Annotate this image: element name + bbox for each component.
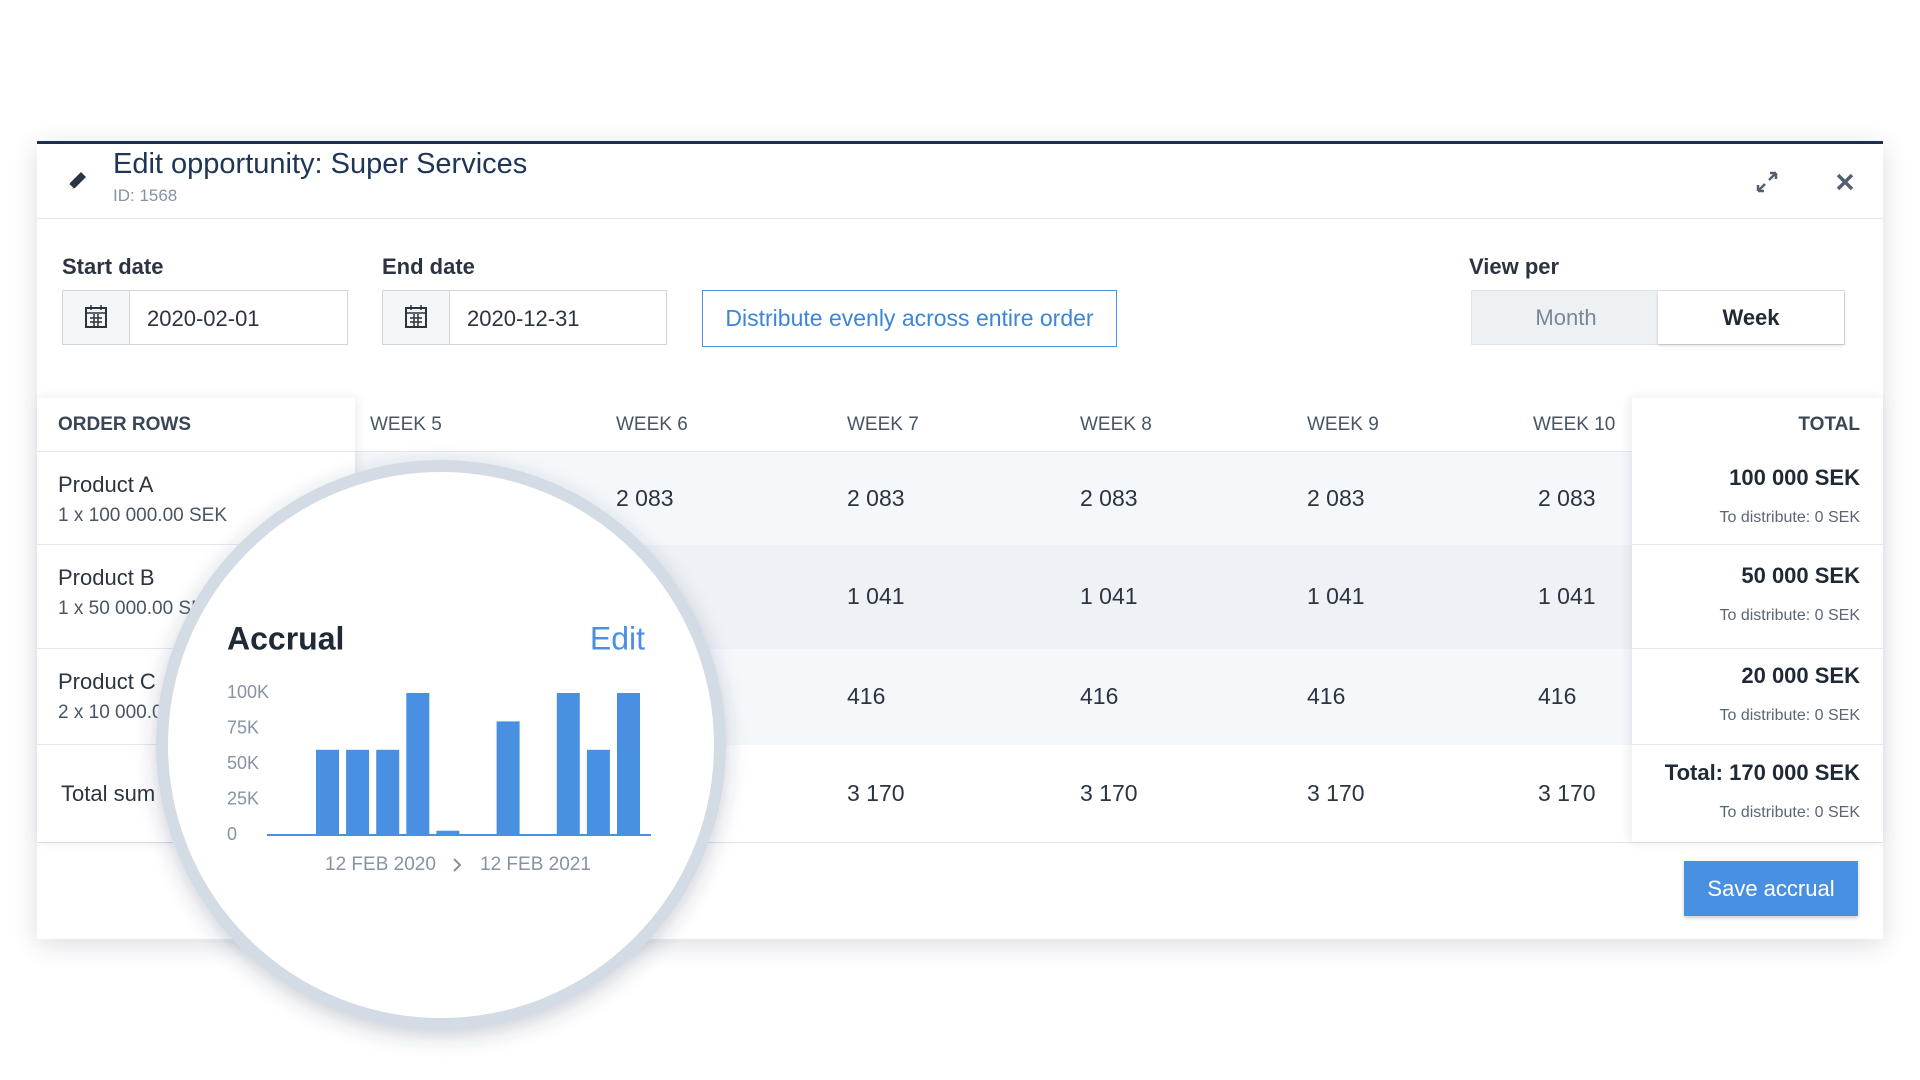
start-input[interactable]: 2020-02-01 (62, 290, 348, 345)
bar (556, 693, 580, 835)
chart-edit[interactable]: Edit (590, 620, 645, 656)
row-name: Product A (58, 472, 154, 497)
cell-value: 1 041 (1538, 583, 1596, 609)
header-divider (37, 218, 1883, 219)
y-tick-label: 75K (227, 717, 259, 737)
row-divider (1632, 648, 1883, 649)
view-option[interactable]: Week (1658, 291, 1844, 344)
row-divider (1632, 744, 1883, 745)
bar (436, 830, 460, 835)
row-detail: 1 x 100 000.00 SEK (58, 505, 228, 526)
cell-value: 416 (847, 683, 886, 709)
row-to-distribute: To distribute: 0 SEK (1719, 607, 1860, 624)
cell-value: 3 170 (847, 779, 905, 806)
row-name: Product B (58, 565, 155, 590)
column-header: TOTAL (1798, 414, 1860, 435)
table-bottom-line (37, 842, 1883, 843)
start-label: Start date (62, 254, 164, 279)
cell-value: 1 041 (847, 583, 905, 609)
bar (376, 749, 400, 835)
range-arrow (453, 858, 462, 872)
row-divider (1632, 544, 1883, 545)
cell-value: 2 083 (1080, 484, 1138, 511)
expand-button[interactable] (1754, 169, 1780, 195)
y-tick-label: 50K (227, 753, 259, 773)
close-button[interactable] (1834, 171, 1856, 193)
column-header: ORDER ROWS (58, 414, 191, 435)
range-start: 12 FEB 2020 (325, 854, 436, 875)
magnifier-lens (156, 460, 726, 1030)
bar (316, 749, 339, 835)
y-tick-label: 25K (227, 788, 259, 808)
cell-value: 2 083 (1538, 484, 1596, 511)
row-detail: 1 x 50 000.00 SEK (58, 598, 217, 619)
cell-value: 3 170 (1538, 779, 1596, 806)
dialog-id: ID: 1568 (113, 186, 178, 205)
cell-value: 3 170 (1080, 779, 1138, 806)
cell-value: 1 041 (1307, 583, 1365, 609)
cell-value: 1 041 (1080, 583, 1138, 609)
view-toggle: Month Week (1471, 290, 1845, 345)
cell-value: 2 083 (616, 484, 674, 511)
edit-icon (68, 172, 86, 190)
week-header: WEEK 6 (616, 414, 688, 435)
cell-value: 416 (1538, 683, 1577, 709)
end-input[interactable]: 2020-12-31 (382, 290, 667, 345)
cell-value: 416 (1307, 683, 1346, 709)
bar (346, 749, 370, 835)
bar (617, 693, 640, 835)
row-to-distribute: To distribute: 0 SEK (1719, 803, 1860, 821)
end-value: 2020-12-31 (467, 306, 580, 331)
bar (406, 693, 430, 835)
week-header: WEEK 8 (1080, 414, 1152, 435)
week-header: WEEK 10 (1533, 414, 1616, 435)
total-column (1632, 398, 1883, 842)
row-total: Total: 170 000 SEK (1664, 759, 1860, 785)
row-name: Product C (58, 669, 156, 694)
bar (496, 721, 520, 835)
save-button[interactable]: Save accrual (1684, 861, 1858, 916)
start-value: 2020-02-01 (147, 306, 260, 331)
view-option[interactable]: Month (1535, 305, 1597, 330)
range-end: 12 FEB 2021 (480, 854, 591, 875)
chart-title: Accrual (227, 620, 344, 656)
bar (586, 749, 610, 835)
cell-value: 2 083 (1307, 484, 1365, 511)
row-total: 100 000 SEK (1729, 464, 1860, 490)
left-divider (37, 451, 355, 452)
row-divider (37, 544, 355, 545)
view-label: View per (1469, 254, 1560, 279)
row-to-distribute: To distribute: 0 SEK (1719, 508, 1860, 526)
cell-value: 3 170 (1307, 779, 1365, 806)
week-header: WEEK 9 (1307, 414, 1379, 435)
row-total: 50 000 SEK (1741, 563, 1860, 588)
cell-value: 416 (1080, 683, 1119, 709)
cell-value: 2 083 (847, 484, 905, 511)
row-total: 20 000 SEK (1741, 663, 1860, 688)
table-header-divider (355, 451, 1632, 452)
week-header: WEEK 7 (847, 414, 919, 435)
row-name: Total sum (61, 780, 156, 806)
row-to-distribute: To distribute: 0 SEK (1719, 707, 1860, 724)
y-tick-label: 0 (227, 824, 237, 844)
dialog-title: Edit opportunity: Super Services (113, 148, 528, 180)
end-label: End date (382, 254, 475, 279)
y-tick-label: 100K (227, 682, 269, 702)
distribute-button[interactable]: Distribute evenly across entire order (702, 290, 1117, 347)
week-header: WEEK 5 (370, 414, 442, 435)
